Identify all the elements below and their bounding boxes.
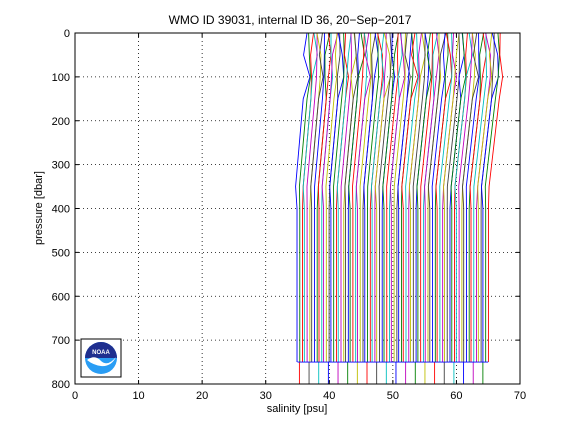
salinity-profile bbox=[321, 32, 339, 363]
salinity-profile bbox=[367, 32, 380, 363]
salinity-profile bbox=[317, 32, 332, 363]
salinity-profile bbox=[393, 32, 406, 363]
salinity-profile bbox=[397, 32, 413, 363]
salinity-profile bbox=[310, 32, 324, 363]
x-axis-label: salinity [psu] bbox=[267, 403, 328, 415]
salinity-profile bbox=[427, 32, 447, 363]
salinity-profile bbox=[487, 32, 504, 363]
salinity-profile bbox=[382, 32, 399, 363]
logo-circle-top bbox=[85, 342, 117, 358]
salinity-profile bbox=[298, 32, 311, 363]
salinity-profile bbox=[306, 32, 318, 363]
logo-text: NOAA bbox=[92, 350, 110, 356]
noaa-logo: NOAA bbox=[80, 338, 122, 378]
chart-title: WMO ID 39031, internal ID 36, 20−Sep−201… bbox=[169, 13, 412, 27]
salinity-profile bbox=[439, 32, 453, 363]
y-tick-label: 600 bbox=[52, 291, 70, 303]
salinity-profile bbox=[424, 32, 440, 363]
x-tick-label: 70 bbox=[514, 390, 526, 402]
salinity-profile bbox=[359, 32, 372, 363]
y-tick-label: 100 bbox=[52, 72, 70, 84]
salinity-profile bbox=[333, 32, 345, 363]
salinity-profile bbox=[363, 32, 379, 363]
salinity-profile bbox=[295, 32, 311, 363]
salinity-profile bbox=[313, 32, 325, 363]
salinity-profile bbox=[462, 32, 479, 363]
x-tick-label: 30 bbox=[260, 390, 272, 402]
x-tick-label: 0 bbox=[72, 390, 78, 402]
y-axis-label: pressure [dbar] bbox=[33, 171, 45, 245]
plot-background bbox=[75, 33, 520, 384]
salinity-profile bbox=[371, 32, 385, 363]
salinity-profile bbox=[401, 32, 419, 363]
salinity-profile bbox=[302, 32, 318, 363]
x-tick-label: 50 bbox=[387, 390, 399, 402]
salinity-profile bbox=[473, 32, 488, 363]
y-tick-label: 200 bbox=[52, 116, 70, 128]
y-tick-label: 800 bbox=[52, 379, 70, 391]
salinity-profile bbox=[416, 32, 432, 363]
y-tick-label: 500 bbox=[52, 247, 70, 259]
salinity-profile bbox=[325, 32, 338, 363]
salinity-profile bbox=[443, 32, 460, 363]
y-tick-label: 0 bbox=[64, 28, 70, 40]
salinity-profile bbox=[408, 32, 426, 363]
salinity-profile bbox=[352, 32, 365, 363]
x-tick-label: 20 bbox=[196, 390, 208, 402]
y-tick-label: 400 bbox=[52, 204, 70, 216]
salinity-profile bbox=[348, 32, 365, 363]
salinity-profile bbox=[412, 32, 426, 363]
salinity-profile bbox=[336, 32, 352, 363]
salinity-profile bbox=[355, 32, 371, 363]
y-tick-label: 300 bbox=[52, 160, 70, 172]
salinity-profile bbox=[378, 32, 392, 363]
salinity-profile bbox=[420, 32, 433, 363]
salinity-profile bbox=[477, 32, 493, 363]
salinity-profile bbox=[431, 32, 446, 363]
salinity-profile bbox=[405, 32, 419, 363]
salinity-profile bbox=[458, 32, 473, 363]
salinity-profile bbox=[465, 32, 480, 363]
x-tick-label: 40 bbox=[323, 390, 335, 402]
profile-lines bbox=[295, 32, 504, 384]
salinity-profile bbox=[454, 32, 473, 363]
x-tick-label: 10 bbox=[132, 390, 144, 402]
salinity-profile bbox=[484, 32, 500, 363]
logo-bird-icon bbox=[87, 357, 116, 367]
y-tick-label: 700 bbox=[52, 335, 70, 347]
x-tick-label: 60 bbox=[450, 390, 462, 402]
salinity-profile bbox=[469, 32, 487, 363]
